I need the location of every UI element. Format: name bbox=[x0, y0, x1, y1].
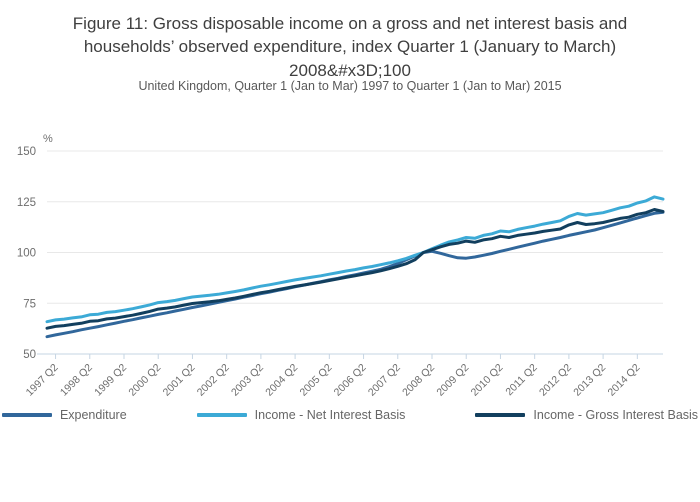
legend-line-swatch bbox=[475, 413, 526, 417]
legend-line-swatch bbox=[1, 413, 52, 417]
y-tick-label: 50 bbox=[23, 349, 36, 361]
x-tick-label: 2000 Q2 bbox=[126, 362, 163, 399]
y-tick-label: 150 bbox=[17, 146, 36, 158]
legend-line-swatch bbox=[196, 413, 247, 417]
x-tick-label: 2005 Q2 bbox=[297, 362, 334, 399]
x-tick-label: 2014 Q2 bbox=[605, 362, 642, 399]
legend-label: Income - Net Interest Basis bbox=[254, 408, 406, 422]
x-tick-label: 2006 Q2 bbox=[332, 362, 369, 399]
x-tick-label: 2012 Q2 bbox=[537, 362, 574, 399]
y-axis-unit-label: % bbox=[43, 133, 53, 145]
x-tick-label: 2008 Q2 bbox=[400, 362, 437, 399]
x-tick-label: 1998 Q2 bbox=[58, 362, 95, 399]
legend-label: Expenditure bbox=[59, 408, 127, 422]
legend-item-expenditure[interactable]: Expenditure bbox=[1, 408, 127, 422]
series-line-income-net-interest-basis[interactable] bbox=[45, 195, 665, 324]
legend-item-income-net-interest-basis[interactable]: Income - Net Interest Basis bbox=[196, 408, 406, 422]
series-line-income-gross-interest-basis[interactable] bbox=[45, 208, 665, 330]
legend-label: Income - Gross Interest Basis bbox=[533, 408, 699, 422]
x-tick-label: 2003 Q2 bbox=[229, 362, 266, 399]
x-tick-label: 2010 Q2 bbox=[469, 362, 506, 399]
x-tick-label: 2007 Q2 bbox=[366, 362, 403, 399]
y-tick-label: 100 bbox=[17, 248, 36, 260]
x-tick-label: 1999 Q2 bbox=[92, 362, 129, 399]
x-tick-label: 2001 Q2 bbox=[161, 362, 198, 399]
chart-subtitle: United Kingdom, Quarter 1 (Jan to Mar) 1… bbox=[138, 79, 562, 93]
x-tick-label: 2002 Q2 bbox=[195, 362, 232, 399]
chart-title: Figure 11: Gross disposable income on a … bbox=[72, 14, 628, 80]
x-tick-label: 2009 Q2 bbox=[434, 362, 471, 399]
chart-legend: Expenditure Income - Net Interest Basis In… bbox=[0, 408, 700, 422]
x-tick-label: 1997 Q2 bbox=[24, 362, 61, 399]
legend-item-income-gross-interest-basis[interactable]: Income - Gross Interest Basis bbox=[475, 408, 698, 422]
x-tick-label: 2011 Q2 bbox=[503, 362, 540, 399]
x-tick-label: 2013 Q2 bbox=[571, 362, 608, 399]
y-tick-label: 125 bbox=[17, 197, 36, 209]
x-tick-label: 2004 Q2 bbox=[263, 362, 300, 399]
y-tick-label: 75 bbox=[23, 298, 36, 310]
